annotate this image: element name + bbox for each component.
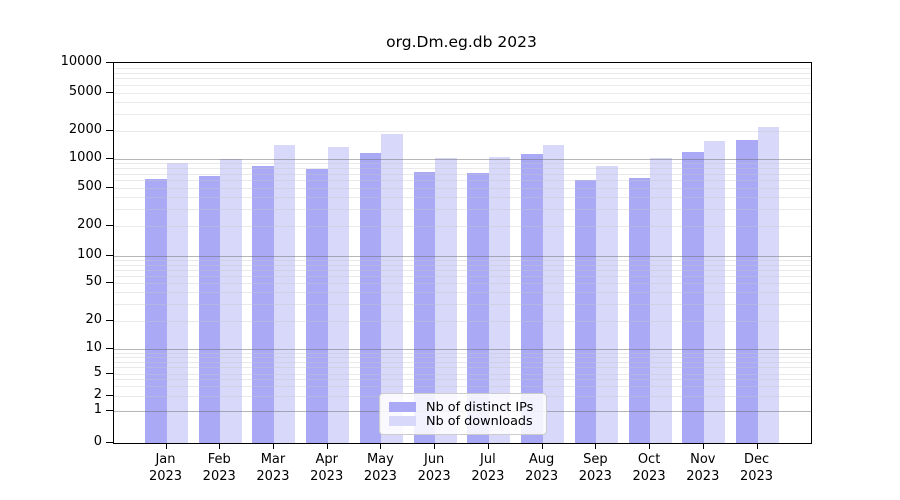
y-tick-mark	[106, 320, 113, 321]
bar-downloads	[757, 127, 780, 443]
bar-distinct-ips	[198, 176, 221, 443]
y-tick-label: 500	[77, 179, 102, 194]
x-tick-label: Jul 2023	[471, 452, 505, 484]
legend-swatch-distinct-ips	[389, 402, 416, 412]
x-tick-mark	[165, 443, 167, 449]
minor-gridline	[114, 114, 811, 116]
y-tick-mark	[106, 373, 113, 374]
bar-downloads	[166, 163, 188, 443]
x-tick-mark	[595, 443, 597, 449]
bar-downloads	[273, 145, 296, 443]
x-tick-label: Oct 2023	[632, 452, 666, 484]
y-tick-mark	[106, 395, 113, 396]
minor-gridline	[114, 102, 811, 104]
bar-downloads	[596, 165, 618, 443]
y-tick-label: 50	[85, 274, 102, 289]
y-tick-label: 2	[93, 387, 102, 402]
x-tick-mark	[380, 443, 382, 449]
y-tick-mark	[106, 130, 113, 131]
x-tick-mark	[272, 443, 274, 449]
x-tick-label: Sep 2023	[578, 452, 612, 484]
x-tick-mark	[649, 443, 651, 449]
y-tick-mark	[106, 92, 113, 93]
y-tick-mark	[106, 62, 113, 63]
bar-downloads	[220, 159, 242, 443]
bar-distinct-ips	[467, 172, 489, 443]
minor-gridline	[114, 131, 811, 132]
legend-swatch-downloads	[389, 416, 416, 426]
minor-gridline	[114, 85, 811, 87]
x-tick-label: Jan 2023	[148, 452, 183, 484]
bar-distinct-ips	[145, 179, 167, 443]
bar-downloads	[703, 140, 726, 443]
y-tick-label: 10	[85, 340, 102, 355]
bar-distinct-ips	[252, 166, 274, 443]
bar-distinct-ips	[359, 153, 382, 443]
minor-gridline	[114, 67, 811, 69]
y-tick-mark	[106, 410, 113, 411]
bar-distinct-ips	[574, 180, 597, 443]
y-tick-label: 200	[77, 217, 102, 232]
x-tick-mark	[326, 443, 328, 449]
legend: Nb of distinct IPs Nb of downloads	[379, 393, 547, 435]
bar-distinct-ips	[521, 154, 543, 443]
minor-gridline	[114, 78, 811, 80]
y-tick-label: 10000	[60, 54, 102, 69]
x-tick-mark	[541, 443, 543, 449]
minor-gridline	[114, 72, 811, 74]
x-tick-label: Jun 2023	[417, 452, 451, 484]
y-tick-label: 5000	[68, 84, 102, 99]
bar-downloads	[435, 158, 457, 443]
legend-label-downloads: Nb of downloads	[426, 413, 533, 429]
y-tick-label: 1000	[68, 150, 102, 165]
bar-distinct-ips	[628, 178, 651, 443]
bar-distinct-ips	[736, 140, 758, 443]
minor-gridline	[114, 93, 811, 94]
y-tick-label: 2000	[68, 122, 102, 137]
x-tick-mark	[756, 443, 758, 449]
x-tick-mark	[219, 443, 221, 449]
x-tick-label: Nov 2023	[686, 452, 720, 484]
bar-downloads	[650, 158, 672, 443]
y-tick-label: 1	[93, 402, 102, 417]
x-tick-label: May 2023	[363, 452, 397, 484]
plot-area	[113, 62, 812, 444]
legend-row-downloads: Nb of downloads	[389, 413, 537, 429]
x-tick-label: Mar 2023	[256, 452, 290, 484]
bar-downloads	[381, 133, 403, 443]
x-tick-label: Aug 2023	[525, 452, 559, 484]
y-tick-label: 0	[93, 434, 102, 449]
x-tick-label: Dec 2023	[739, 452, 774, 484]
bar-distinct-ips	[682, 151, 704, 443]
x-tick-mark	[487, 443, 489, 449]
x-tick-mark	[702, 443, 704, 449]
bar-downloads	[488, 157, 511, 443]
bar-downloads	[327, 146, 350, 443]
chart-title: org.Dm.eg.db 2023	[386, 33, 537, 51]
y-tick-mark	[106, 158, 113, 159]
x-tick-label: Feb 2023	[202, 452, 236, 484]
y-tick-label: 20	[85, 312, 102, 327]
x-tick-label: Apr 2023	[310, 452, 344, 484]
y-tick-mark	[106, 187, 113, 188]
bar-distinct-ips	[413, 171, 436, 443]
y-tick-mark	[106, 255, 113, 256]
bar-downloads	[542, 144, 565, 443]
bar-distinct-ips	[306, 168, 328, 443]
y-tick-mark	[106, 442, 113, 443]
legend-row-distinct-ips: Nb of distinct IPs	[389, 399, 537, 415]
legend-label-distinct-ips: Nb of distinct IPs	[426, 399, 534, 415]
y-tick-label: 5	[93, 365, 102, 380]
y-tick-mark	[106, 225, 113, 226]
y-tick-mark	[106, 348, 113, 349]
y-tick-label: 100	[77, 247, 102, 262]
x-tick-mark	[434, 443, 436, 449]
y-tick-mark	[106, 282, 113, 283]
